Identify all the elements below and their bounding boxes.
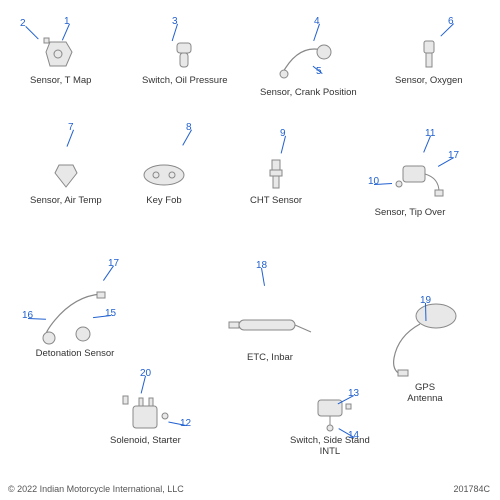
- part-icon: [405, 35, 453, 73]
- document-id: 201784C: [453, 484, 490, 494]
- part-icon: [42, 155, 90, 193]
- part-icon: [252, 155, 300, 193]
- part-label: Solenoid, Starter: [110, 435, 181, 446]
- part-icon: [37, 35, 85, 73]
- callout-number: 16: [22, 310, 33, 321]
- copyright-text: © 2022 Indian Motorcycle International, …: [8, 484, 184, 494]
- part-label: Sensor, T Map: [30, 75, 91, 86]
- part-p10: ETC, Inbar: [225, 300, 315, 363]
- part-icon: [225, 300, 315, 350]
- part-icon: [121, 395, 169, 433]
- part-label: Sensor, Tip Over: [375, 207, 446, 218]
- part-p1: Sensor, T Map: [30, 35, 91, 86]
- part-label: Detonation Sensor: [36, 348, 115, 359]
- part-label: Sensor, Air Temp: [30, 195, 102, 206]
- part-p9: Detonation Sensor: [30, 290, 120, 359]
- part-p13: Switch, Side Stand INTL: [290, 395, 370, 457]
- part-p3: Sensor, Crank Position: [260, 35, 357, 98]
- part-p6: Key Fob: [140, 155, 188, 206]
- part-label: Key Fob: [146, 195, 181, 206]
- part-label: CHT Sensor: [250, 195, 302, 206]
- part-icon: [263, 35, 353, 85]
- callout-number: 15: [105, 308, 116, 319]
- callout-number: 10: [368, 176, 379, 187]
- part-icon: [306, 395, 354, 433]
- part-label: ETC, Inbar: [247, 352, 293, 363]
- part-icon: [161, 35, 209, 73]
- part-p5: Sensor, Air Temp: [30, 155, 102, 206]
- part-label: GPS Antenna: [407, 382, 442, 404]
- part-p4: Sensor, Oxygen: [395, 35, 463, 86]
- part-label: Sensor, Crank Position: [260, 87, 357, 98]
- part-icon: [140, 155, 188, 193]
- part-p7: CHT Sensor: [250, 155, 302, 206]
- part-p2: Switch, Oil Pressure: [142, 35, 228, 86]
- part-label: Switch, Oil Pressure: [142, 75, 228, 86]
- callout-number: 17: [108, 258, 119, 269]
- callout-number: 2: [20, 18, 26, 29]
- part-p12: Solenoid, Starter: [110, 395, 181, 446]
- part-label: Sensor, Oxygen: [395, 75, 463, 86]
